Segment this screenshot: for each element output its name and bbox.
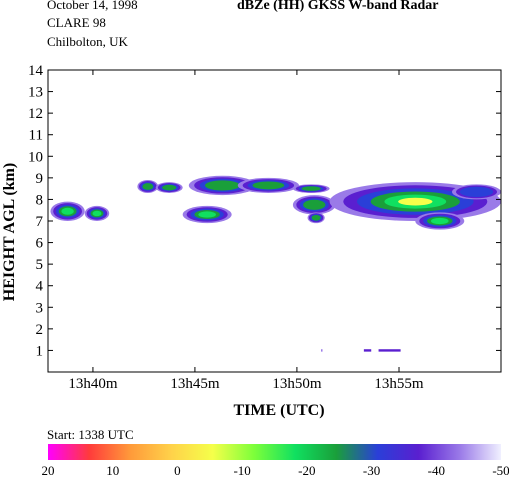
- colorbar-ticks: 20 10 0 -10 -20 -30 -40 -50: [42, 463, 509, 478]
- location-label: Chilbolton, UK: [47, 34, 128, 49]
- y-tick-label: 4: [36, 279, 44, 295]
- y-tick-label: 9: [36, 171, 44, 187]
- colorbar-tick-label: -30: [363, 463, 380, 478]
- echo-layer-ellipse: [92, 210, 102, 217]
- x-axis: 13h40m 13h45m 13h50m 13h55m: [68, 70, 424, 392]
- x-tick-label: 13h55m: [374, 376, 424, 392]
- echo-layer-ellipse: [459, 186, 494, 198]
- chart-title: dBZe (HH) GKSS W-band Radar: [237, 0, 439, 13]
- colorbar-tick-label: -20: [298, 463, 315, 478]
- y-tick-label: 8: [36, 192, 44, 208]
- x-tick-label: 13h45m: [170, 376, 220, 392]
- echo-layer-ellipse: [430, 217, 449, 225]
- echo-region: [415, 212, 465, 230]
- low-echo: [363, 349, 372, 352]
- date-label: October 14, 1998: [47, 0, 138, 12]
- campaign-label: CLARE 98: [47, 15, 106, 30]
- echo-region: [84, 205, 110, 221]
- echo-region: [292, 184, 330, 193]
- colorbar-tick-label: -50: [492, 463, 509, 478]
- echo-layer-ellipse: [252, 181, 285, 190]
- start-time-label: Start: 1338 UTC: [47, 427, 134, 442]
- echo-region: [188, 175, 257, 196]
- echo-layer-ellipse: [303, 199, 326, 210]
- echo-layer-ellipse: [61, 207, 74, 215]
- y-tick-label: 5: [36, 257, 44, 273]
- low-echo: [321, 349, 323, 352]
- y-tick-label: 3: [36, 300, 44, 316]
- y-tick-label: 2: [36, 322, 44, 338]
- x-tick-label: 13h40m: [68, 376, 118, 392]
- echo-layer-ellipse: [311, 214, 321, 221]
- colorbar-tick-label: -40: [428, 463, 445, 478]
- y-tick-label: 14: [28, 63, 44, 79]
- y-tick-label: 10: [28, 149, 43, 165]
- echo-region: [452, 184, 501, 200]
- y-tick-label: 7: [36, 214, 44, 230]
- echo-region: [50, 201, 85, 222]
- echo-region: [137, 180, 159, 193]
- y-tick-label: 11: [29, 128, 43, 144]
- colorbar-tick-label: 0: [174, 463, 181, 478]
- echo-layer-ellipse: [204, 180, 240, 191]
- colorbar-tick-label: 10: [106, 463, 119, 478]
- y-tick-label: 1: [36, 343, 44, 359]
- y-tick-label: 6: [36, 236, 44, 252]
- y-tick-label: 12: [28, 106, 43, 122]
- echo-layer: [50, 175, 501, 352]
- echo-layer-ellipse: [142, 183, 154, 190]
- echo-region: [182, 205, 232, 224]
- echo-layer-ellipse: [301, 186, 321, 191]
- echo-region: [155, 182, 183, 193]
- echo-region: [292, 195, 336, 215]
- echo-layer-ellipse: [162, 184, 177, 191]
- y-tick-label: 13: [28, 85, 43, 101]
- echo-region: [307, 212, 325, 224]
- echo-layer-ellipse: [198, 211, 216, 218]
- echo-region: [237, 177, 299, 193]
- colorbar-tick-label: 20: [42, 463, 55, 478]
- colorbar: [48, 444, 501, 460]
- y-axis-label: HEIGHT AGL (km): [1, 163, 18, 301]
- colorbar-gradient: [48, 444, 501, 460]
- x-axis-label: TIME (UTC): [233, 402, 324, 419]
- colorbar-tick-label: -10: [233, 463, 250, 478]
- x-tick-label: 13h50m: [272, 376, 322, 392]
- echo-layer-ellipse: [398, 197, 433, 206]
- low-echo: [378, 349, 401, 352]
